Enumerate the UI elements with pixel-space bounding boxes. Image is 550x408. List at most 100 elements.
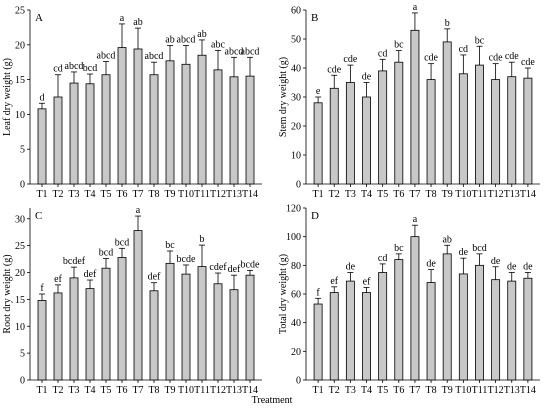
panel-c-bar	[117, 257, 127, 381]
panel-c-bar	[229, 289, 239, 381]
panel-a-bar	[197, 54, 207, 185]
panel-a-bar	[181, 63, 191, 185]
panel-b-significance-label: cde	[343, 54, 357, 65]
panel-a-bar	[149, 74, 159, 185]
panel-b-y-tick-label: 30	[291, 93, 301, 104]
panel-a-significance-label: d	[40, 92, 45, 103]
panel-c-x-tick-label: T1	[36, 385, 47, 396]
panel-c-significance-label: bcdef	[63, 256, 86, 267]
panel-d-significance-label: de	[523, 262, 533, 273]
panel-c-y-tick-label: 15	[15, 295, 25, 306]
panel-c-x-tick-label: T4	[84, 385, 95, 396]
panel-a-bar	[53, 96, 63, 185]
panel-d-significance-label: ab	[442, 234, 451, 245]
panel-b-bar	[410, 29, 420, 185]
panel-a-x-tick-label: T13	[226, 189, 242, 200]
panel-b-bar	[329, 87, 339, 185]
panel-c-significance-label: bc	[165, 240, 175, 251]
panel-d-y-tick-label: 60	[291, 290, 301, 301]
panel-d-x-tick-label: T4	[361, 385, 372, 396]
panel-d-bar	[491, 279, 501, 381]
panel-d-bar	[362, 292, 371, 381]
panel-a-y-tick-label: 15	[15, 75, 25, 86]
panel-a-bar	[165, 60, 175, 185]
panel-c-y-tick-label: 0	[20, 376, 25, 387]
panel-d-letter: D	[311, 210, 319, 222]
panel-d-significance-label: de	[491, 256, 501, 267]
panel-a-y-tick-label: 20	[15, 40, 25, 51]
panel-c-x-tick-label: T10	[178, 385, 194, 396]
panel-d-significance-label: de	[426, 259, 436, 270]
panel-b-x-tick-label: T5	[377, 189, 388, 200]
panel-b-x-tick-label: T10	[455, 189, 471, 200]
panel-c-significance-label: ef	[54, 274, 62, 285]
panel-d-x-tick-label: T8	[426, 385, 437, 396]
panel-d-significance-label: bc	[394, 243, 404, 254]
panel-c-bar	[165, 262, 175, 381]
panel-d-y-tick-label: 100	[286, 232, 301, 243]
panel-d-y-tick-label: 80	[291, 261, 301, 272]
panel-b-bar	[507, 76, 517, 185]
panel-c-x-tick-label: T6	[116, 385, 127, 396]
panel-d-significance-label: de	[459, 247, 469, 258]
panel-a-x-tick-label: T14	[242, 189, 258, 200]
panel-b-x-tick-label: T9	[442, 189, 453, 200]
panel-c-bar	[53, 292, 63, 381]
panel-d-significance-label: de	[346, 262, 356, 273]
panel-b-y-tick-label: 40	[291, 64, 301, 75]
panel-d-bar	[410, 236, 420, 381]
panel-a-bar	[37, 108, 47, 185]
panel-b-significance-label: a	[413, 2, 418, 13]
panel-b-significance-label: cde	[505, 51, 519, 62]
panel-c-x-tick-label: T12	[210, 385, 226, 396]
panel-a-bar	[85, 83, 95, 185]
panel-d-significance-label: cd	[378, 253, 387, 264]
panel-c: 0 5 10 15 20 25 30 Root dry weight (g) Cf T1 ef T2 b…	[2, 205, 262, 396]
panel-b-y-tick-label: 60	[291, 6, 301, 17]
panel-b-x-tick-label: T14	[520, 189, 536, 200]
panel-b-y-tick-label: 10	[291, 151, 301, 162]
panel-b-bar	[523, 77, 533, 185]
panel-a-significance-label: ab	[197, 29, 206, 40]
panel-c-bar	[85, 288, 95, 381]
panel-a-x-tick-label: T4	[84, 189, 95, 200]
panel-c-bar	[37, 300, 47, 381]
panel-b-y-tick-label: 20	[291, 122, 301, 133]
panel-a-x-tick-label: T11	[194, 189, 210, 200]
panel-d-x-tick-label: T1	[313, 385, 324, 396]
panel-b-letter: B	[311, 12, 318, 24]
panel-a-x-tick-label: T10	[178, 189, 194, 200]
panel-b-x-tick-label: T13	[504, 189, 520, 200]
panel-b-x-tick-label: T6	[393, 189, 404, 200]
panel-a-significance-label: a	[120, 13, 125, 24]
panel-b-x-tick-label: T11	[472, 189, 488, 200]
panel-a-significance-label: abcd	[225, 46, 244, 57]
panel-c-significance-label: b	[200, 234, 205, 245]
panel-d-bar	[329, 292, 339, 381]
panel-d-y-tick-label: 40	[291, 318, 301, 329]
panel-a-bar	[117, 47, 127, 185]
panel-c-y-tick-label: 10	[15, 322, 25, 333]
panel-b-x-tick-label: T3	[345, 189, 356, 200]
panel-c-significance-label: f	[40, 283, 44, 294]
panel-c-bar	[149, 290, 159, 381]
panel-d-bar	[523, 277, 533, 381]
panel-b-y-tick-label: 0	[296, 180, 301, 191]
panel-a-significance-label: abcd	[241, 46, 260, 57]
panel-d-bar	[475, 264, 484, 381]
panel-d-y-tick-label: 0	[296, 376, 301, 387]
panel-c-x-tick-label: T7	[132, 385, 143, 396]
panel-d-bar	[442, 253, 452, 381]
panel-d-bar	[345, 280, 355, 381]
panel-d-bar	[378, 272, 388, 381]
panel-b-bar	[442, 41, 452, 185]
panel-c-x-tick-label: T11	[194, 385, 210, 396]
panel-b-bar	[345, 82, 355, 185]
panel-b-x-tick-label: T7	[409, 189, 420, 200]
panel-a-letter: A	[35, 12, 43, 24]
panel-b-significance-label: cd	[378, 48, 387, 59]
panel-c-significance-label: def	[148, 272, 161, 283]
panel-b-significance-label: e	[316, 86, 321, 97]
panel-c-y-tick-label: 5	[20, 349, 25, 360]
